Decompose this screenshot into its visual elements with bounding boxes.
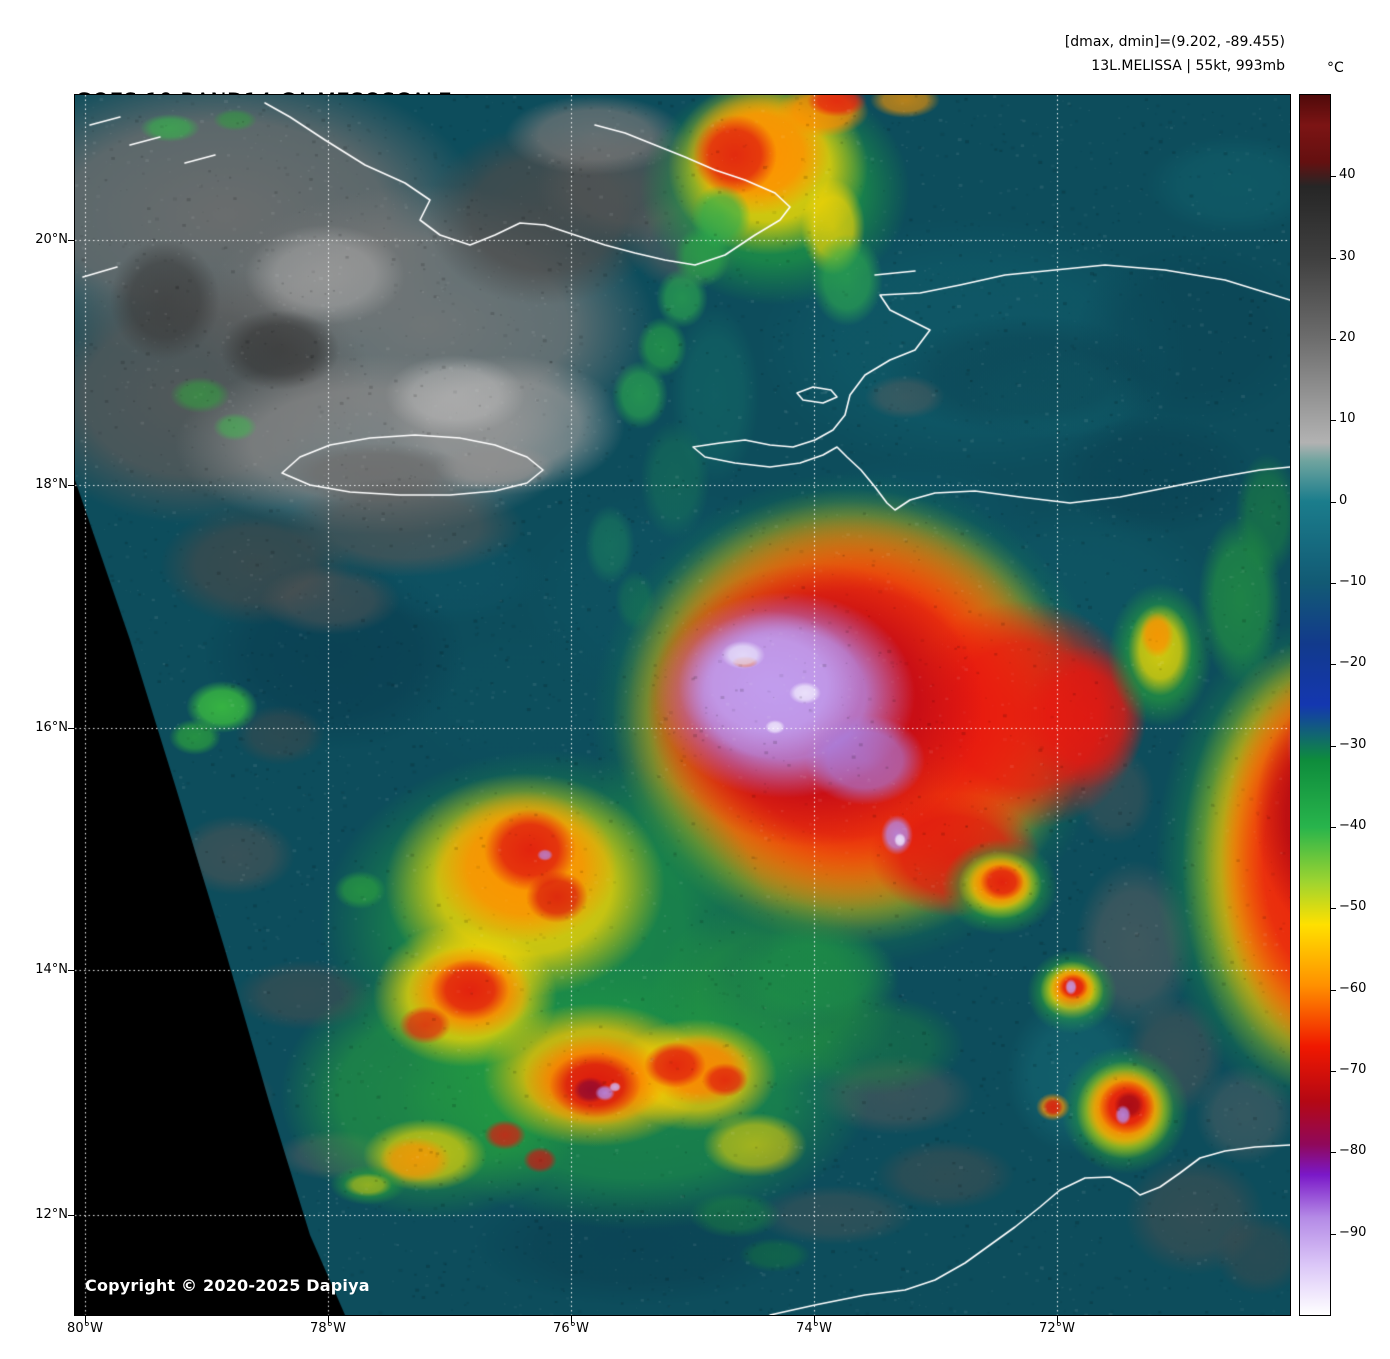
lat-tick-mark xyxy=(68,728,75,729)
lat-label: 16°N xyxy=(35,720,68,735)
lat-tick-mark xyxy=(68,970,75,971)
lat-label: 12°N xyxy=(35,1207,68,1222)
lon-label: 76°W xyxy=(553,1321,589,1336)
lon-label: 72°W xyxy=(1039,1321,1075,1336)
colorbar-tick-label: −20 xyxy=(1339,655,1367,671)
colorbar-tick-label: −40 xyxy=(1339,818,1367,833)
colorbar-tick-label: −30 xyxy=(1339,736,1367,752)
colorbar-tick-mark xyxy=(1331,420,1336,422)
colorbar-tick-label: −80 xyxy=(1339,1143,1367,1159)
lon-tick-mark xyxy=(814,1316,815,1323)
colorbar-tick-label: 0 xyxy=(1339,492,1348,508)
colorbar-tick-label: 40 xyxy=(1339,167,1356,183)
lon-tick-mark xyxy=(1057,1316,1058,1323)
colorbar-tick-mark xyxy=(1331,583,1336,584)
lat-tick-mark xyxy=(68,485,75,486)
lat-tick-mark xyxy=(68,1215,75,1216)
lon-tick-mark xyxy=(571,1316,572,1323)
colorbar-tick-mark xyxy=(1331,827,1336,828)
colorbar-tick-mark xyxy=(1331,257,1336,259)
colorbar-tick-mark xyxy=(1331,1071,1336,1072)
storm-annotation: 13L.MELISSA | 55kt, 993mb xyxy=(1091,58,1285,74)
lon-tick-mark xyxy=(328,1316,329,1323)
colorbar-tick-mark xyxy=(1331,1233,1336,1235)
colorbar-tick-mark xyxy=(1331,664,1336,666)
lat-tick-mark xyxy=(68,240,75,241)
colorbar-tick-label: −10 xyxy=(1339,574,1367,589)
colorbar-unit-label: °C xyxy=(1327,60,1344,76)
colorbar xyxy=(1299,94,1331,1316)
lat-label: 20°N xyxy=(35,232,68,247)
colorbar-tick-mark xyxy=(1331,501,1336,503)
colorbar-tick-mark xyxy=(1331,1152,1336,1154)
colorbar-tick-mark xyxy=(1331,908,1336,910)
dmax-dmin-annotation: [dmax, dmin]=(9.202, -89.455) xyxy=(1064,34,1285,50)
lon-label: 80°W xyxy=(67,1321,103,1336)
colorbar-tick-label: −50 xyxy=(1339,899,1367,915)
copyright-label: Copyright © 2020-2025 Dapiya xyxy=(85,1276,370,1295)
colorbar-tick-label: 20 xyxy=(1339,330,1356,345)
colorbar-tick-mark xyxy=(1331,745,1336,747)
lon-label: 74°W xyxy=(796,1321,832,1336)
annotation-block: [dmax, dmin]=(9.202, -89.455) 13L.MELISS… xyxy=(1065,30,1285,78)
lat-label: 14°N xyxy=(35,962,68,977)
colorbar-tick-label: 10 xyxy=(1339,411,1356,427)
colorbar-tick-label: −90 xyxy=(1339,1224,1367,1240)
colorbar-tick-label: 30 xyxy=(1339,248,1356,264)
colorbar-tick-mark xyxy=(1331,989,1336,991)
satellite-imagery-canvas xyxy=(75,95,1290,1315)
colorbar-tick-mark xyxy=(1331,176,1336,178)
colorbar-tick-label: −60 xyxy=(1339,980,1367,996)
colorbar-tick-mark xyxy=(1331,339,1336,340)
satellite-map: Copyright © 2020-2025 Dapiya xyxy=(74,94,1291,1316)
lon-tick-mark xyxy=(85,1316,86,1323)
colorbar-tick-label: −70 xyxy=(1339,1062,1367,1077)
lon-label: 78°W xyxy=(310,1321,346,1336)
lat-label: 18°N xyxy=(35,477,68,492)
